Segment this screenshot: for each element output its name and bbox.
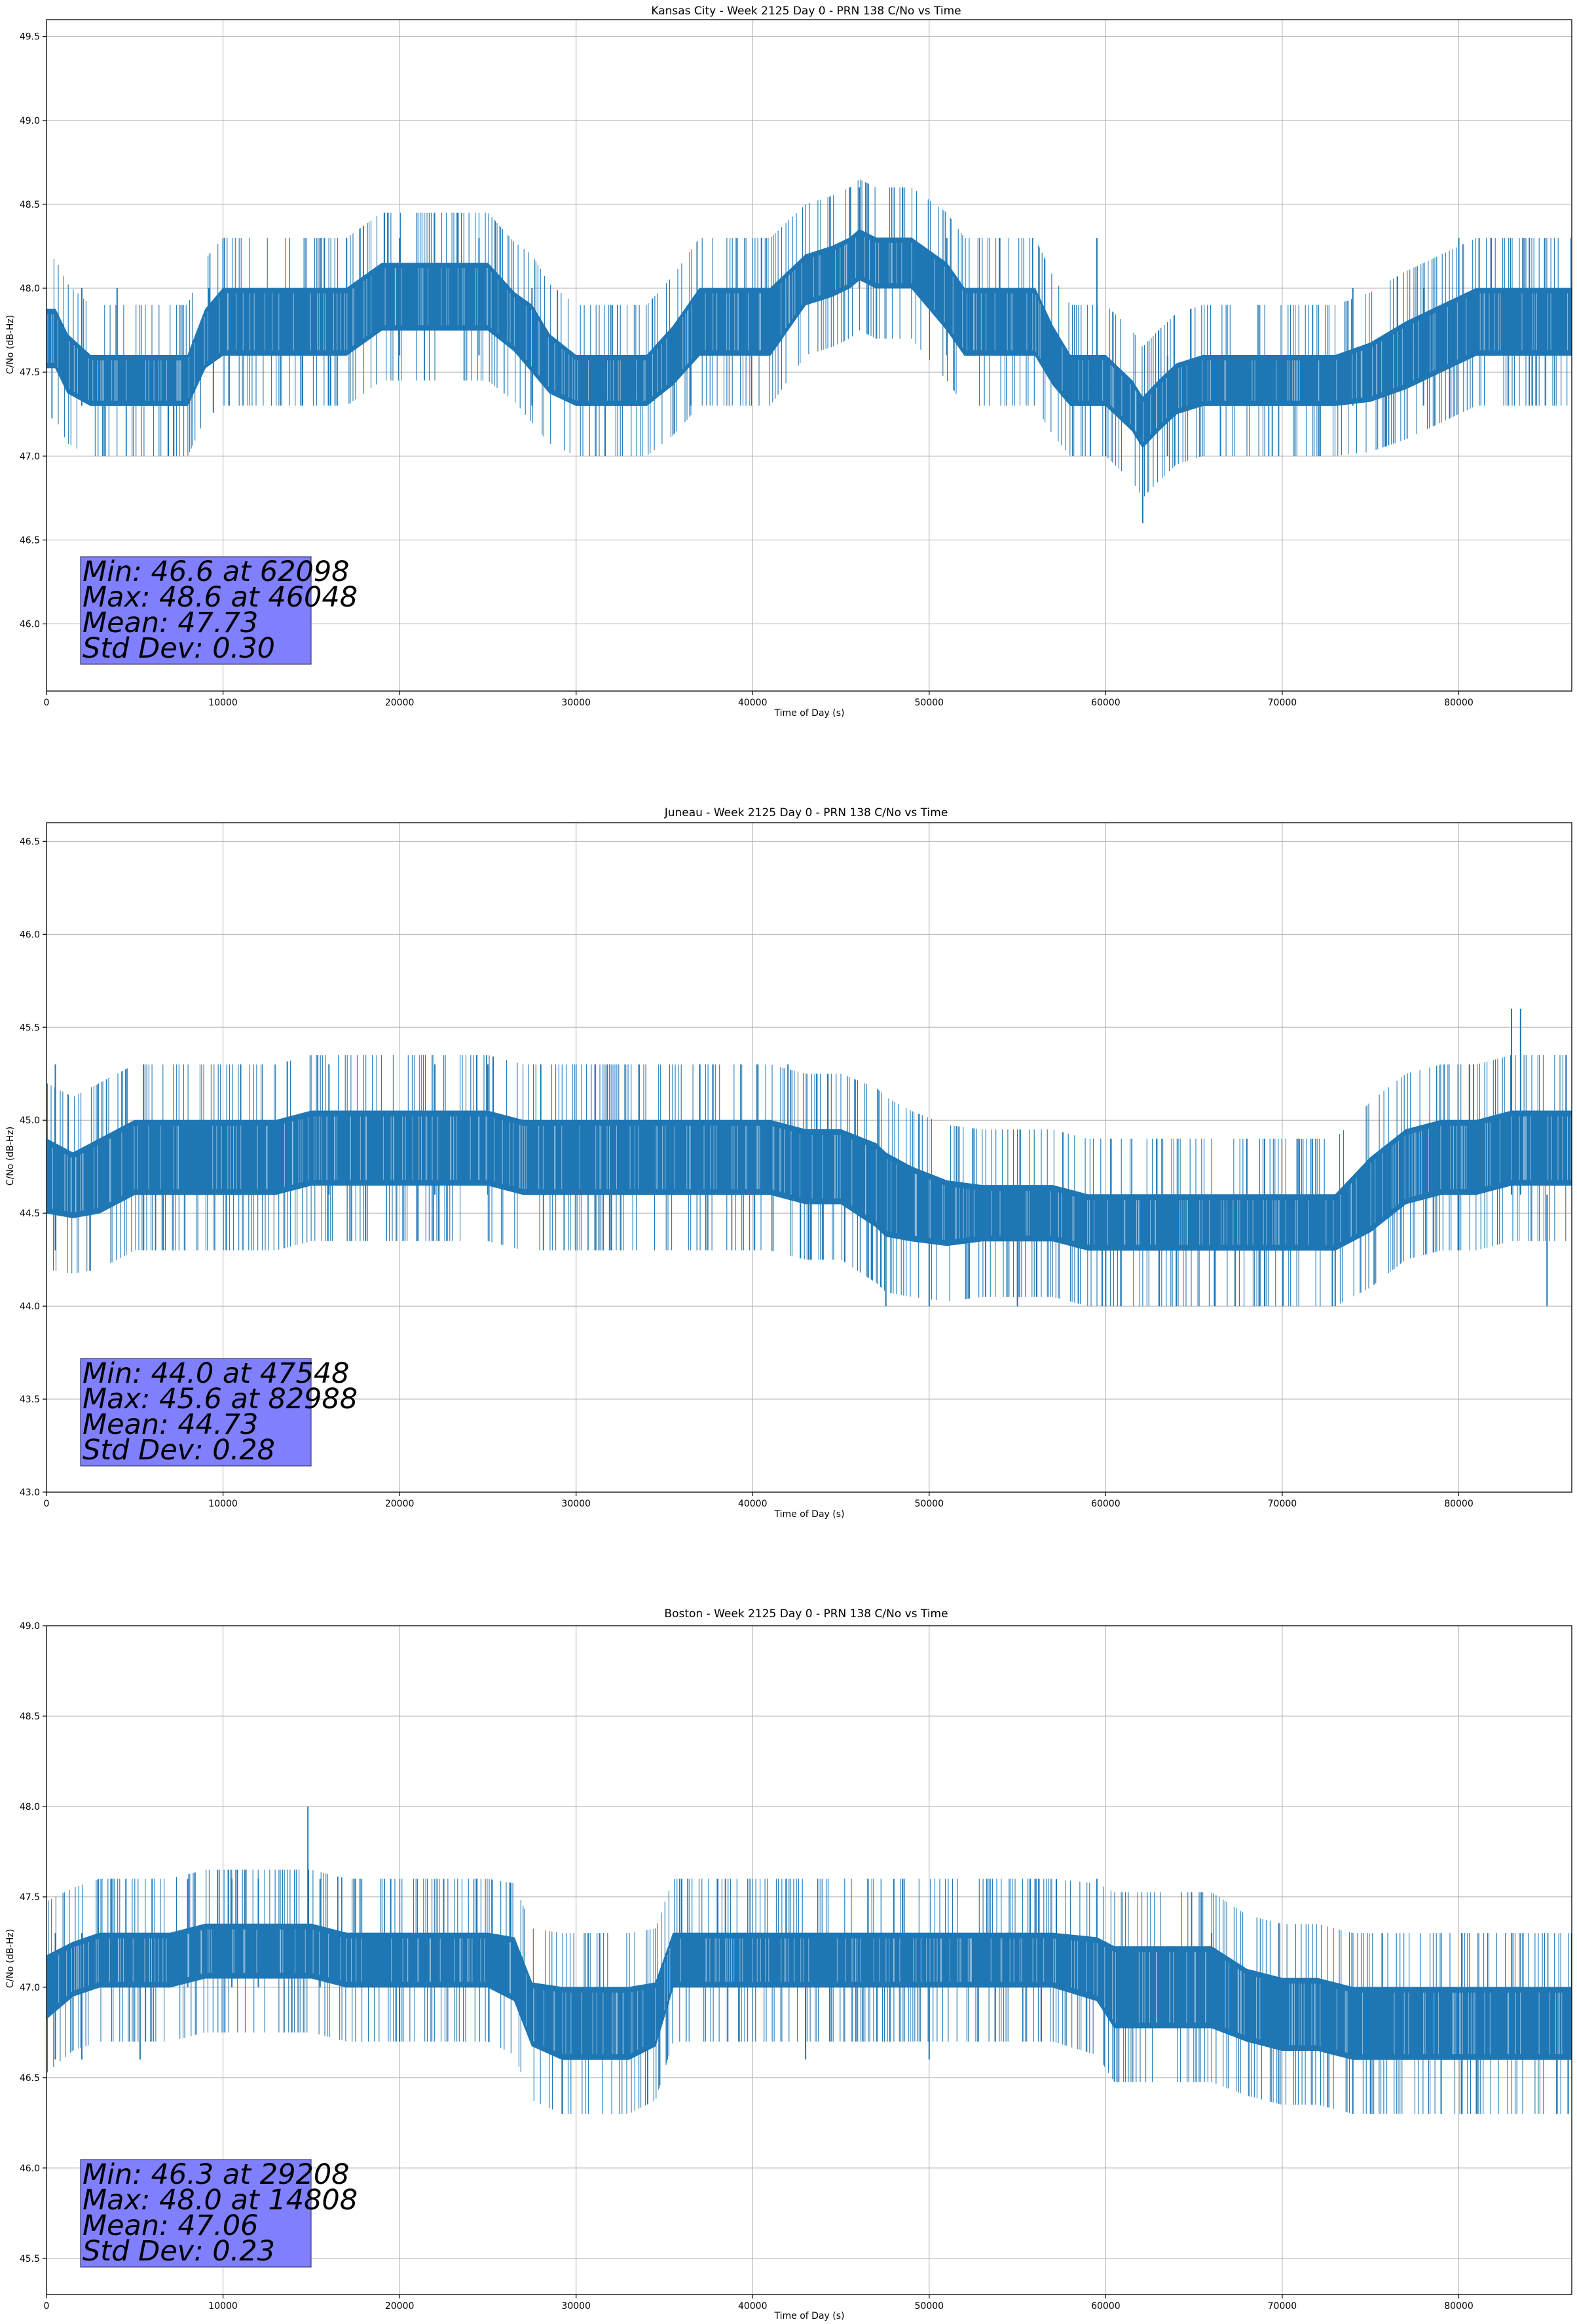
stats-box: Min: 46.3 at 29208 Max: 48.0 at 14808 Me… xyxy=(80,2158,358,2268)
chart-title: Juneau - Week 2125 Day 0 - PRN 138 C/No … xyxy=(664,806,948,819)
x-axis-label: Time of Day (s) xyxy=(774,2311,845,2321)
y-axis-label: C/No (dB-Hz) xyxy=(5,1127,16,1186)
y-tick-label: 46.0 xyxy=(20,929,40,940)
x-tick-label: 30000 xyxy=(561,2301,591,2312)
ticks: 0 10000 20000 30000 40000 50000 60000 70000 8000… xyxy=(20,32,1474,708)
x-tick-label: 40000 xyxy=(738,2301,768,2312)
x-axis-label: Time of Day (s) xyxy=(774,708,845,719)
x-tick-label: 60000 xyxy=(1091,698,1121,708)
y-tick-label: 46.5 xyxy=(20,2073,40,2084)
x-tick-label: 50000 xyxy=(915,1499,944,1509)
y-tick-label: 45.5 xyxy=(20,2254,40,2264)
x-tick-label: 70000 xyxy=(1268,2301,1297,2312)
stats-max: Max: 48.6 at 46048 xyxy=(83,581,358,614)
y-tick-label: 48.0 xyxy=(20,284,40,294)
stats-box-background xyxy=(80,1358,312,1467)
x-tick-label: 20000 xyxy=(385,2301,415,2312)
y-axis-label: C/No (dB-Hz) xyxy=(5,1929,16,1988)
y-tick-label: 45.0 xyxy=(20,1115,40,1126)
cno-series-gaps xyxy=(46,1929,1563,2054)
y-tick-label: 44.0 xyxy=(20,1302,40,1312)
y-tick-label: 47.0 xyxy=(20,451,40,462)
x-tick-label: 40000 xyxy=(738,1499,768,1509)
y-tick-label: 46.0 xyxy=(20,2164,40,2174)
data-series xyxy=(46,1008,1572,1307)
y-tick-label: 45.5 xyxy=(20,1022,40,1033)
y-tick-label: 47.5 xyxy=(20,1892,40,1903)
x-tick-label: 50000 xyxy=(915,698,944,708)
stats-box-background xyxy=(80,556,312,665)
x-tick-label: 20000 xyxy=(385,698,415,708)
chart-title: Boston - Week 2125 Day 0 - PRN 138 C/No … xyxy=(664,1607,948,1621)
y-tick-label: 47.0 xyxy=(20,1983,40,1993)
x-tick-label: 30000 xyxy=(561,1499,591,1509)
axes-frame xyxy=(46,822,1572,1493)
y-tick-label: 49.0 xyxy=(20,1621,40,1632)
y-tick-label: 44.5 xyxy=(20,1209,40,1219)
subplot-boston: Boston - Week 2125 Day 0 - PRN 138 C/No … xyxy=(5,1607,1572,2321)
x-tick-label: 80000 xyxy=(1444,2301,1474,2312)
stats-min: Min: 46.3 at 29208 xyxy=(83,2158,350,2191)
x-tick-label: 60000 xyxy=(1091,2301,1121,2312)
y-tick-label: 48.5 xyxy=(20,200,40,210)
x-tick-label: 10000 xyxy=(208,2301,238,2312)
stats-mean: Mean: 47.73 xyxy=(83,607,258,639)
subplot-juneau: Juneau - Week 2125 Day 0 - PRN 138 C/No … xyxy=(5,806,1572,1520)
y-tick-label: 46.5 xyxy=(20,836,40,847)
x-axis-label: Time of Day (s) xyxy=(774,1509,845,1520)
ticks: 0 10000 20000 30000 40000 50000 60000 70000 8000… xyxy=(20,1621,1474,2312)
y-tick-label: 46.5 xyxy=(20,535,40,546)
x-tick-label: 60000 xyxy=(1091,1499,1121,1509)
x-tick-label: 10000 xyxy=(208,698,238,708)
stats-box-background xyxy=(80,2159,312,2268)
stats-box: Min: 46.6 at 62098 Max: 48.6 at 46048 Me… xyxy=(80,555,358,665)
x-tick-label: 0 xyxy=(44,2301,50,2312)
y-tick-label: 43.0 xyxy=(20,1488,40,1498)
x-tick-label: 80000 xyxy=(1444,698,1474,708)
stats-std-dev: Std Dev: 0.30 xyxy=(83,632,275,665)
x-tick-label: 50000 xyxy=(915,2301,944,2312)
x-tick-label: 10000 xyxy=(208,1499,238,1509)
ticks: 0 10000 20000 30000 40000 50000 60000 70000 8000… xyxy=(20,836,1474,1509)
stats-std-dev: Std Dev: 0.28 xyxy=(83,1434,275,1467)
axes-frame xyxy=(46,1625,1572,2295)
x-tick-label: 40000 xyxy=(738,698,768,708)
stats-mean: Mean: 47.06 xyxy=(83,2209,258,2242)
stats-min: Min: 46.6 at 62098 xyxy=(83,555,350,588)
x-tick-label: 0 xyxy=(44,698,50,708)
y-tick-label: 48.5 xyxy=(20,1712,40,1722)
y-tick-label: 48.0 xyxy=(20,1802,40,1812)
cno-series-gaps xyxy=(52,1116,1571,1245)
stats-max: Max: 48.0 at 14808 xyxy=(83,2184,358,2217)
y-tick-label: 46.0 xyxy=(20,620,40,630)
y-tick-label: 49.0 xyxy=(20,116,40,126)
y-tick-label: 43.5 xyxy=(20,1395,40,1405)
y-tick-label: 49.5 xyxy=(20,32,40,43)
chart-title: Kansas City - Week 2125 Day 0 - PRN 138 … xyxy=(651,5,961,18)
axes-frame xyxy=(46,19,1572,692)
x-tick-label: 0 xyxy=(44,1499,50,1509)
subplot-kansas-city: Kansas City - Week 2125 Day 0 - PRN 138 … xyxy=(5,5,1572,719)
data-series xyxy=(46,1806,1572,2114)
stats-min: Min: 44.0 at 47548 xyxy=(83,1357,350,1390)
x-tick-label: 70000 xyxy=(1268,1499,1297,1509)
stats-mean: Mean: 44.73 xyxy=(83,1408,258,1441)
y-axis-label: C/No (dB-Hz) xyxy=(5,315,16,374)
stats-std-dev: Std Dev: 0.23 xyxy=(83,2235,275,2268)
x-tick-label: 30000 xyxy=(561,698,591,708)
x-tick-label: 70000 xyxy=(1268,698,1297,708)
stats-max: Max: 45.6 at 82988 xyxy=(83,1383,358,1415)
cno-series-gaps xyxy=(47,236,1568,442)
x-tick-label: 80000 xyxy=(1444,1499,1474,1509)
stats-box: Min: 44.0 at 47548 Max: 45.6 at 82988 Me… xyxy=(80,1357,358,1467)
x-tick-label: 20000 xyxy=(385,1499,415,1509)
y-tick-label: 47.5 xyxy=(20,367,40,378)
